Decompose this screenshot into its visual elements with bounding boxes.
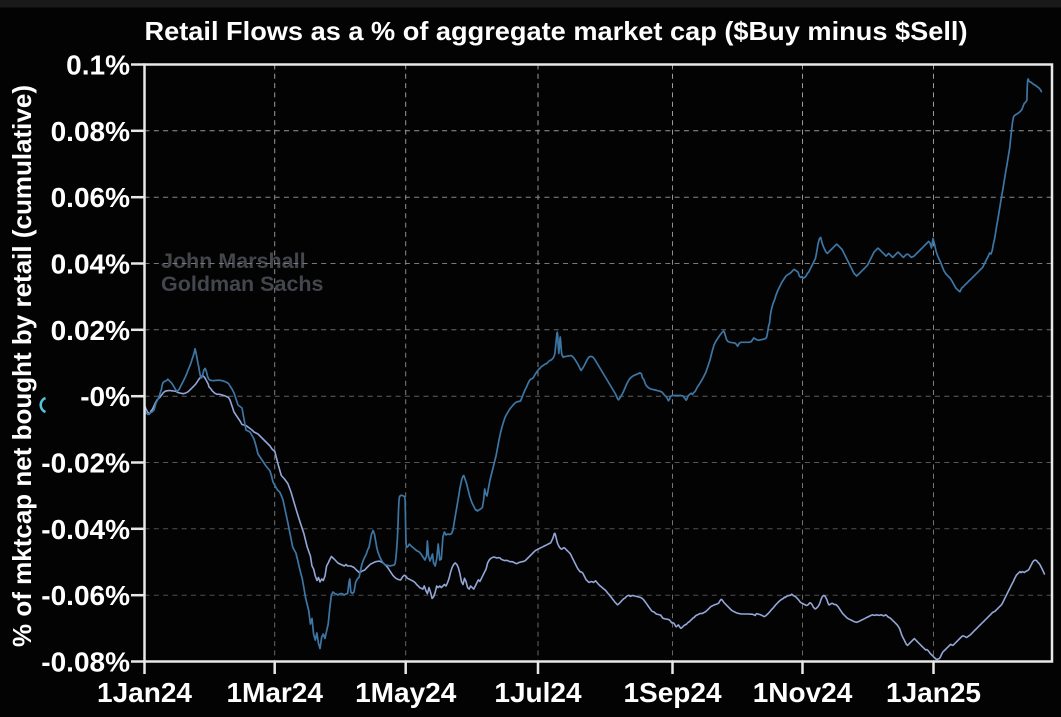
svg-text:% of mktcap net bought by reta: % of mktcap net bought by retail (cumula… bbox=[7, 85, 37, 647]
svg-text:1Jul24: 1Jul24 bbox=[494, 677, 582, 708]
svg-text:-0.04%: -0.04% bbox=[41, 514, 130, 545]
svg-text:0.08%: 0.08% bbox=[51, 116, 130, 147]
svg-text:Goldman Sachs: Goldman Sachs bbox=[161, 272, 324, 296]
svg-text:0.1%: 0.1% bbox=[66, 50, 130, 81]
svg-text:1Sep24: 1Sep24 bbox=[623, 677, 721, 708]
svg-text:1Nov24: 1Nov24 bbox=[753, 677, 853, 708]
svg-text:0.02%: 0.02% bbox=[51, 315, 130, 346]
svg-text:1Jan24: 1Jan24 bbox=[97, 677, 192, 708]
svg-text:1May24: 1May24 bbox=[355, 677, 457, 708]
svg-text:1Mar24: 1Mar24 bbox=[226, 677, 323, 708]
svg-text:Retail Flows as a % of aggrega: Retail Flows as a % of aggregate market … bbox=[145, 16, 968, 46]
svg-text:-0.02%: -0.02% bbox=[41, 448, 130, 479]
svg-text:0.06%: 0.06% bbox=[51, 182, 130, 213]
svg-text:1Jan25: 1Jan25 bbox=[886, 677, 981, 708]
svg-text:John Marshall: John Marshall bbox=[161, 249, 306, 273]
svg-text:-0.08%: -0.08% bbox=[41, 647, 130, 678]
svg-text:-0.06%: -0.06% bbox=[41, 580, 130, 611]
svg-text:-0%: -0% bbox=[80, 381, 130, 412]
svg-text:0.04%: 0.04% bbox=[51, 249, 130, 280]
